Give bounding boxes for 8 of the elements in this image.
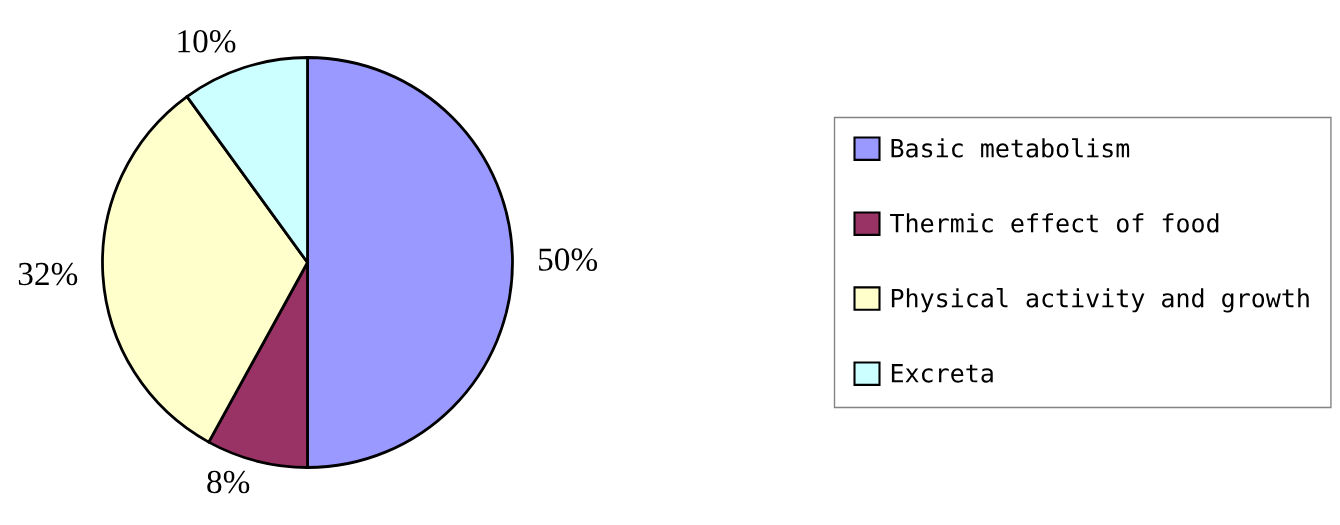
data-label: 8% [207, 470, 250, 494]
legend-label: Basic metabolism [891, 138, 1130, 158]
data-label: 32% [18, 262, 78, 286]
legend-label: Physical activity and growth [891, 288, 1309, 313]
data-label: 10% [178, 29, 236, 53]
data-label: 50% [539, 248, 598, 271]
legend-label: Thermic effect of food [890, 213, 1219, 233]
legend-label: Excreta [891, 364, 993, 383]
